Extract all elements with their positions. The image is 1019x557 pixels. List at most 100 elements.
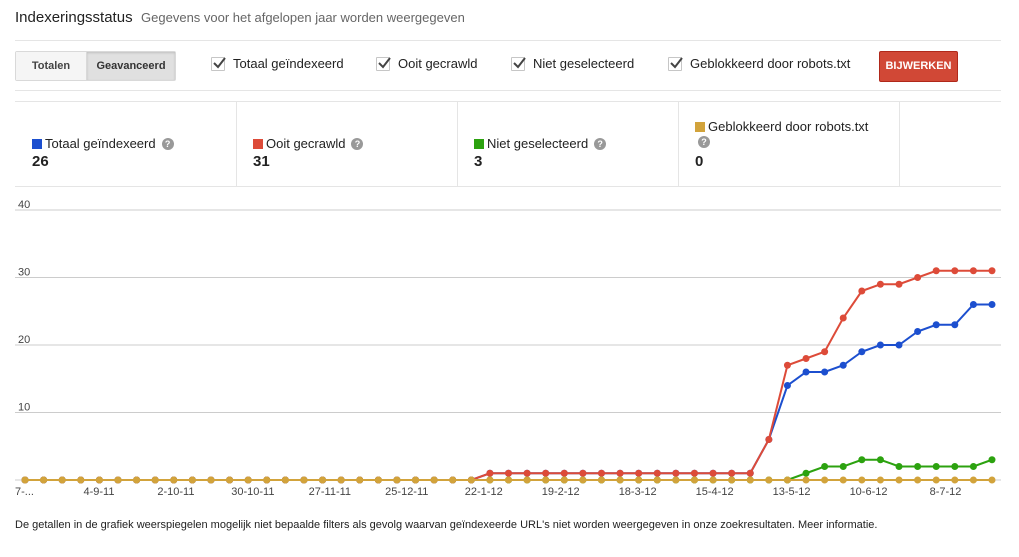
data-point [597, 476, 605, 484]
data-point [895, 476, 903, 484]
legend-item-not-selected: Niet geselecteerd? 3 [457, 102, 679, 186]
data-point [542, 469, 550, 477]
data-point [765, 436, 773, 443]
data-point [188, 476, 196, 484]
data-point [858, 287, 866, 295]
checkbox-ever-crawled[interactable]: Ooit gecrawld [376, 56, 477, 71]
data-point [226, 476, 234, 484]
checkmark-icon[interactable] [668, 56, 683, 71]
data-point [430, 476, 438, 484]
data-point [505, 469, 512, 477]
data-point [523, 476, 531, 484]
data-point [746, 476, 754, 484]
checkbox-label: Geblokkeerd door robots.txt [690, 56, 851, 71]
data-point [876, 341, 884, 349]
divider [15, 90, 1001, 91]
data-point [858, 476, 866, 484]
color-swatch [32, 138, 42, 149]
help-icon[interactable]: ? [351, 137, 364, 150]
checkbox-not-selected[interactable]: Niet geselecteerd [511, 56, 634, 71]
data-point [969, 476, 977, 484]
data-point [505, 476, 512, 484]
series-line [25, 269, 992, 481]
help-icon[interactable]: ? [161, 137, 174, 150]
help-icon[interactable]: ? [594, 137, 607, 150]
data-point [839, 463, 847, 470]
data-point [895, 463, 903, 470]
data-point [988, 456, 996, 464]
series-line [25, 303, 992, 481]
data-point [597, 469, 605, 477]
data-point [653, 469, 661, 477]
data-point [690, 476, 698, 484]
data-point [969, 301, 977, 308]
data-point [858, 348, 866, 356]
legend-label: Ooit gecrawld [266, 136, 346, 151]
page-title: Indexeringsstatus [15, 9, 133, 26]
data-point [281, 476, 289, 484]
data-point [988, 301, 996, 308]
x-tick-label: 4-9-11 [83, 486, 114, 498]
data-point [319, 476, 327, 484]
data-point [560, 469, 568, 477]
data-point [728, 469, 736, 477]
data-point [802, 469, 810, 477]
data-point [616, 476, 624, 484]
x-tick-label: 19-2-12 [542, 486, 580, 498]
legend-value: 0 [695, 153, 704, 170]
tab-totals[interactable]: Totalen [16, 52, 87, 80]
x-tick-label: 7-... [15, 486, 34, 498]
data-point [821, 463, 829, 470]
legend-item-blocked-robots: Geblokkeerd door robots.txt ? 0 [678, 102, 900, 186]
help-icon[interactable]: ? [698, 136, 710, 148]
data-point [951, 321, 959, 329]
data-point [542, 476, 550, 484]
data-point [263, 476, 271, 484]
data-point [839, 361, 847, 369]
data-point [77, 476, 85, 484]
data-point [133, 476, 141, 484]
data-point [914, 476, 922, 484]
divider [15, 40, 1001, 41]
color-swatch [474, 138, 484, 149]
data-point [58, 476, 66, 484]
tab-advanced[interactable]: Geavanceerd [87, 52, 175, 80]
data-point [932, 267, 940, 275]
checkmark-icon[interactable] [376, 56, 391, 71]
data-point [783, 361, 791, 369]
update-button[interactable]: BIJWERKEN [879, 51, 958, 82]
data-point [467, 476, 475, 484]
data-point [858, 456, 866, 464]
data-point [914, 274, 922, 281]
data-point [876, 476, 884, 484]
data-point [914, 463, 922, 470]
x-tick-label: 10-6-12 [850, 486, 888, 498]
data-point [672, 476, 680, 484]
data-point [895, 341, 903, 349]
checkbox-blocked-robots[interactable]: Geblokkeerd door robots.txt [668, 56, 850, 71]
data-point [839, 476, 847, 484]
data-point [635, 469, 643, 477]
y-tick-label: 20 [18, 334, 30, 346]
checkbox-total-indexed[interactable]: Totaal geïndexeerd [211, 56, 344, 71]
data-point [821, 368, 829, 376]
checkmark-icon[interactable] [211, 56, 226, 71]
data-point [170, 476, 178, 484]
data-point [932, 463, 940, 470]
x-tick-label: 15-4-12 [696, 486, 734, 498]
data-point [40, 476, 48, 484]
data-point [951, 267, 959, 275]
x-tick-label: 8-7-12 [930, 486, 962, 498]
data-point [783, 382, 791, 389]
legend-item-total-indexed: Totaal geïndexeerd? 26 [15, 102, 237, 186]
data-point [951, 463, 959, 470]
data-point [783, 476, 791, 484]
data-point [374, 476, 382, 484]
page-header: Indexeringsstatus Gegevens voor het afge… [15, 9, 465, 27]
data-point [672, 469, 680, 477]
checkmark-icon[interactable] [511, 56, 526, 71]
legend-label: Niet geselecteerd [487, 136, 589, 151]
data-point [523, 469, 531, 477]
data-point [486, 476, 494, 484]
data-point [244, 476, 252, 484]
